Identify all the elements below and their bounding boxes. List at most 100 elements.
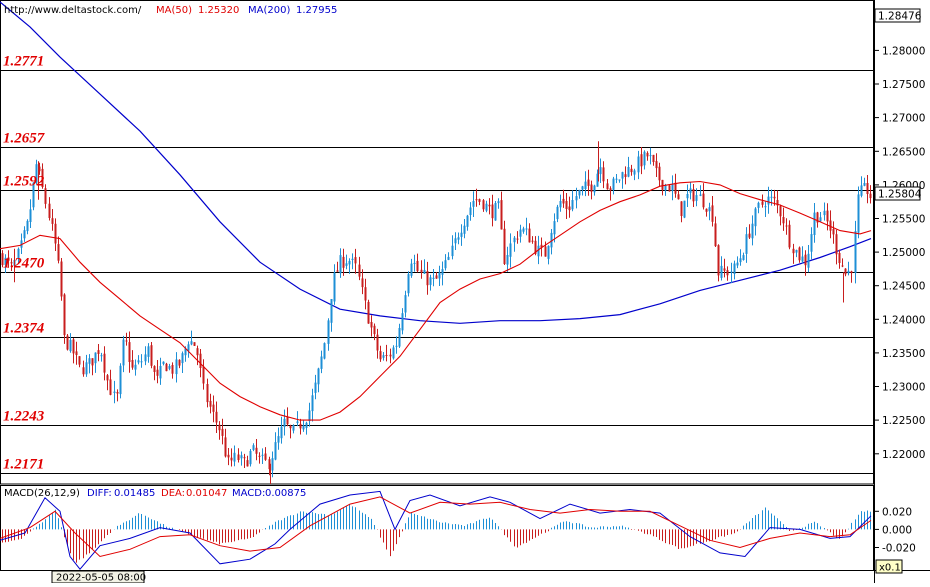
- candle-body: [327, 320, 330, 344]
- candle-body: [435, 275, 438, 279]
- candle-body: [23, 230, 26, 239]
- candle-body: [807, 253, 810, 268]
- candle-body: [472, 201, 475, 207]
- candle-body: [717, 245, 720, 276]
- candle-body: [308, 410, 311, 422]
- macd-tick-label: 0.000: [882, 524, 912, 536]
- zoom-box[interactable]: [875, 559, 903, 574]
- candle-body: [209, 400, 212, 407]
- candle-body: [720, 265, 723, 278]
- macd-dea-value: 0.01047: [186, 488, 227, 499]
- candle-body: [57, 244, 60, 261]
- candle-body: [503, 228, 506, 264]
- candle-body: [193, 342, 196, 346]
- candle-body: [69, 339, 72, 352]
- candle-body: [17, 248, 20, 259]
- candle-body: [159, 366, 162, 379]
- price-tick-label: 1.28000: [882, 45, 925, 57]
- candle-body: [196, 348, 199, 356]
- macd-layer: [0, 490, 872, 570]
- candle-body: [38, 166, 41, 172]
- candle-body: [847, 270, 850, 274]
- candle-body: [299, 423, 302, 429]
- candle-body: [692, 189, 695, 202]
- candle-body: [559, 201, 562, 208]
- candle-body: [624, 174, 627, 177]
- candle-body: [829, 220, 832, 231]
- site-url: http://www.deltastock.com/: [4, 5, 142, 16]
- candle-body: [26, 220, 29, 232]
- candle-body: [317, 368, 320, 385]
- candle-body: [258, 455, 261, 457]
- candle-body: [677, 194, 680, 200]
- candle-body: [404, 295, 407, 313]
- candle-body: [664, 185, 667, 191]
- ma50-layer: [0, 180, 872, 421]
- candle-body: [348, 260, 351, 265]
- candle-body: [637, 156, 640, 173]
- candle-body: [249, 450, 252, 465]
- candle-body: [212, 404, 215, 412]
- candle-body: [537, 245, 540, 257]
- candle-body: [364, 287, 367, 301]
- candle-body: [140, 361, 143, 363]
- candle-body: [739, 258, 742, 263]
- candle-body: [850, 271, 853, 274]
- candle-body: [689, 188, 692, 193]
- candle-body: [271, 458, 274, 471]
- candle-body: [246, 460, 249, 467]
- candle-body: [302, 425, 305, 430]
- candle-body: [680, 201, 683, 216]
- candle-body: [606, 183, 609, 190]
- candle-body: [813, 212, 816, 235]
- candle-body: [792, 248, 795, 254]
- candle-body: [314, 382, 317, 393]
- candle-body: [32, 182, 35, 208]
- price-tick-label: 1.23500: [882, 348, 925, 360]
- candle-body: [187, 344, 190, 351]
- candle-body: [804, 254, 807, 266]
- price-tick-label: 1.27000: [882, 113, 925, 125]
- candle-body: [711, 205, 714, 222]
- level-label-1.2592: 1.2592: [3, 174, 45, 190]
- candle-body: [500, 200, 503, 230]
- candle-body: [367, 301, 370, 324]
- candle-body: [736, 262, 739, 266]
- candle-body: [832, 229, 835, 235]
- candle-body: [330, 299, 333, 323]
- candle-body: [575, 196, 578, 201]
- candle-body: [602, 167, 605, 182]
- candle-body: [221, 428, 224, 436]
- price-tick-label: 1.25500: [882, 214, 925, 226]
- candle-body: [277, 436, 280, 443]
- candle-body: [668, 185, 671, 192]
- level-label-1.2771: 1.2771: [3, 54, 44, 70]
- candle-body: [683, 200, 686, 218]
- candle-body: [571, 200, 574, 210]
- candle-body: [565, 201, 568, 209]
- candle-body: [215, 411, 218, 423]
- candle-body: [516, 238, 519, 240]
- candle-body: [630, 168, 633, 173]
- candle-body: [587, 179, 590, 186]
- candle-body: [497, 201, 500, 204]
- candle-body: [178, 359, 181, 366]
- candle-body: [206, 384, 209, 403]
- candle-body: [754, 208, 757, 227]
- candle-body: [513, 237, 516, 243]
- candle-body: [469, 207, 472, 215]
- candle-body: [264, 453, 267, 460]
- candle-body: [370, 322, 373, 328]
- candle-body: [866, 183, 869, 194]
- candle-body: [835, 234, 838, 255]
- candle-body: [230, 457, 233, 461]
- candle-body: [48, 203, 51, 218]
- candle-body: [599, 167, 602, 175]
- candle-body: [658, 166, 661, 181]
- candle-body: [255, 447, 258, 454]
- candle-body: [438, 272, 441, 279]
- candle-body: [562, 198, 565, 204]
- candle-body: [540, 244, 543, 248]
- candle-body: [1, 253, 4, 266]
